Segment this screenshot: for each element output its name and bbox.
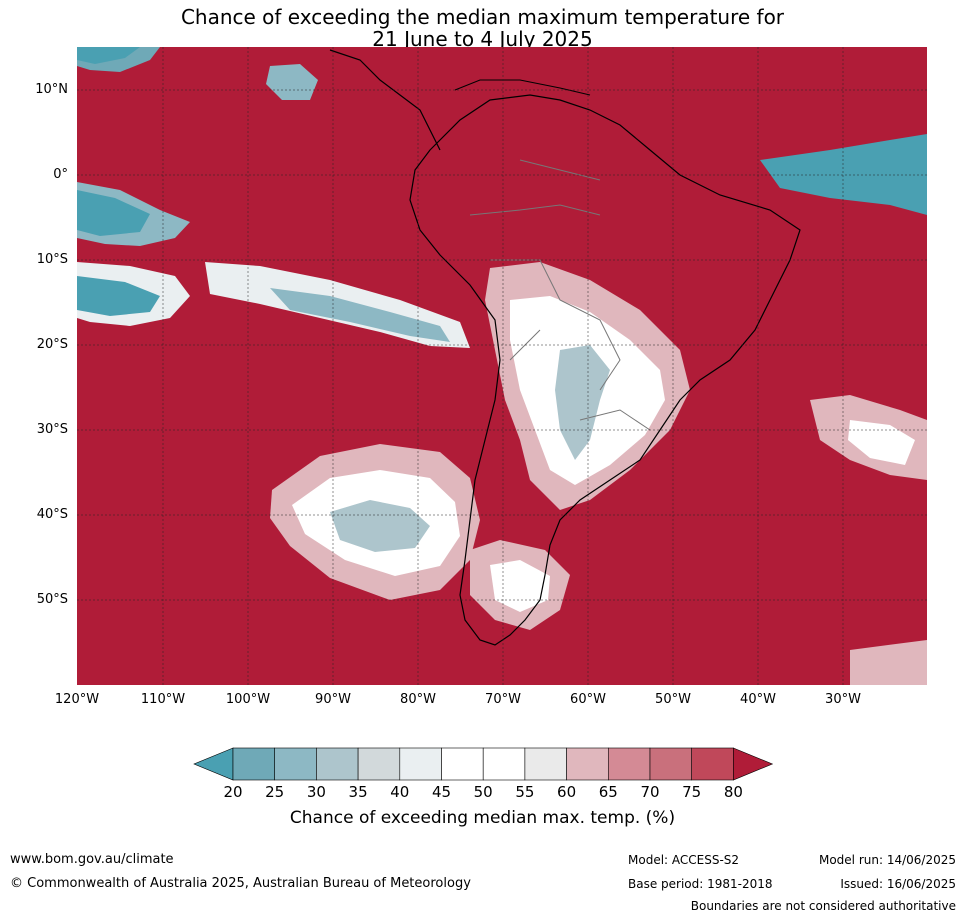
colorbar-segment [274, 747, 317, 781]
colorbar-segment [649, 747, 693, 781]
longitude-label: 30°W [825, 692, 861, 707]
ocean-near-normal-southeast-patch [850, 640, 927, 685]
latitude-label: 10°N [35, 82, 68, 97]
base-period-text: Base period: 1981-2018 [628, 877, 773, 891]
latitude-label: 10°S [36, 252, 68, 267]
colorbar-tick-label: 40 [390, 783, 410, 801]
longitude-label: 90°W [315, 692, 351, 707]
colorbar-tick-label: 70 [640, 783, 660, 801]
colorbar-tick-label: 45 [431, 783, 452, 801]
land-near-normal-patagonia-inner [490, 560, 550, 612]
model-run-text: Model run: 14/06/2025 [818, 853, 956, 867]
ocean-low-area-small-north [266, 64, 318, 100]
colorbar-segment [524, 747, 567, 781]
ocean-low-area-central-band-core [270, 288, 450, 342]
colorbar-label: Chance of exceeding median max. temp. (%… [289, 808, 676, 828]
colorbar-segment [607, 747, 651, 781]
colorbar-tick-label: 50 [473, 783, 493, 801]
ocean-low-area-west-band-core [77, 276, 160, 316]
latitude-label: 30°S [36, 422, 68, 437]
colorbar-tick-label: 35 [348, 783, 368, 801]
colorbar-segment [399, 747, 442, 781]
probability-map [77, 47, 927, 685]
graticule [77, 47, 927, 685]
ocean-low-area-northwest-core [77, 47, 140, 64]
latitude-label: 20°S [36, 337, 68, 352]
ocean-near-normal-south-pacific-core [330, 500, 430, 552]
colorbar-arrow-low [193, 747, 234, 781]
map-title-line1: Chance of exceeding the median maximum t… [180, 5, 785, 29]
longitude-label: 120°W [54, 692, 100, 707]
ocean-low-area-west-core [77, 190, 150, 236]
colorbar-tick-label: 20 [223, 783, 243, 801]
colorbar-segment [232, 747, 276, 781]
map-title-line2: 21 June to 4 July 2025 [372, 27, 593, 51]
latitude-label: 0° [53, 167, 68, 182]
central-america-coastline [329, 49, 441, 151]
longitude-label: 100°W [225, 692, 271, 707]
model-text: Model: ACCESS-S2 [628, 853, 740, 867]
colorbar [193, 747, 774, 781]
longitude-label: 80°W [400, 692, 436, 707]
colorbar-segment [441, 747, 484, 781]
colorbar-segment [357, 747, 401, 781]
colorbar-tick-label: 25 [265, 783, 285, 801]
colorbar-segment [482, 747, 526, 781]
longitude-label: 50°W [655, 692, 691, 707]
colorbar-segment [316, 747, 359, 781]
issued-text: Issued: 16/06/2025 [840, 877, 956, 891]
disclaimer-text: Boundaries are not considered authoritat… [690, 899, 956, 913]
colorbar-tick-label: 60 [557, 783, 577, 801]
colorbar-tick-label: 75 [682, 783, 702, 801]
latitude-label: 50°S [36, 592, 68, 607]
longitude-label: 110°W [140, 692, 186, 707]
longitude-label: 70°W [485, 692, 521, 707]
longitude-label: 40°W [740, 692, 776, 707]
ocean-low-area-east-atlantic [760, 134, 927, 215]
latitude-label: 40°S [36, 507, 68, 522]
colorbar-arrow-high [733, 747, 774, 781]
ocean-near-normal-east-patch-inner [848, 420, 915, 465]
copyright-text: © Commonwealth of Australia 2025, Austra… [10, 876, 471, 891]
south-america-coastline [409, 94, 801, 646]
colorbar-tick-label: 55 [515, 783, 535, 801]
caribbean-coastline [454, 79, 591, 96]
longitude-label: 60°W [570, 692, 606, 707]
colorbar-segment [691, 747, 734, 781]
colorbar-tick-label: 65 [598, 783, 618, 801]
colorbar-segment [566, 747, 609, 781]
land-near-normal-interior-core [555, 345, 610, 460]
colorbar-tick-label: 30 [306, 783, 326, 801]
colorbar-tick-label: 80 [723, 783, 743, 801]
website-text: www.bom.gov.au/climate [10, 852, 174, 867]
